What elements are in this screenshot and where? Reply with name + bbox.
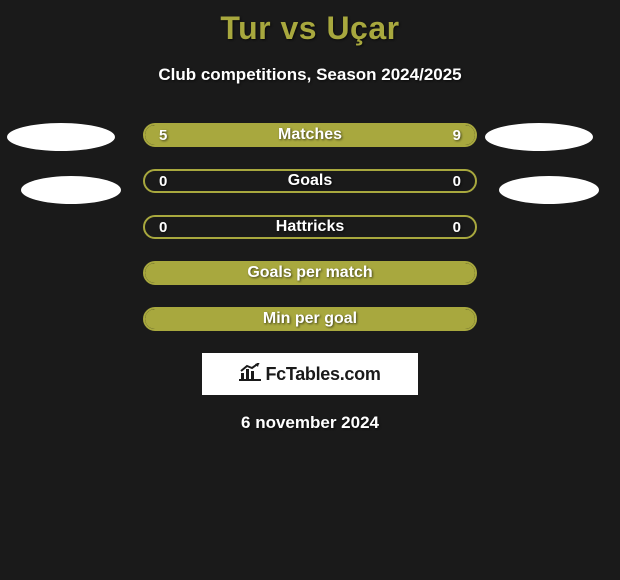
comparison-row: Goals per match: [0, 261, 620, 285]
left-value: 5: [159, 127, 167, 144]
right-value: 0: [453, 173, 461, 190]
chart-icon: [239, 363, 261, 386]
comparison-bar: 0 0 Goals: [143, 169, 477, 193]
logo-text: FcTables.com: [265, 364, 380, 385]
metric-label: Hattricks: [276, 218, 344, 236]
metric-label: Min per goal: [263, 310, 357, 328]
page-title: Tur vs Uçar: [0, 0, 620, 47]
right-value: 9: [453, 127, 461, 144]
left-value: 0: [159, 173, 167, 190]
comparison-row: 5 9 Matches: [0, 123, 620, 147]
metric-label: Goals per match: [247, 264, 372, 282]
comparison-row: 0 0 Goals: [0, 169, 620, 193]
infographic-container: Tur vs Uçar Club competitions, Season 20…: [0, 0, 620, 433]
comparison-rows: 5 9 Matches 0 0 Goals 0 0 Hattricks Goals per mat…: [0, 123, 620, 331]
comparison-bar: Goals per match: [143, 261, 477, 285]
comparison-bar: Min per goal: [143, 307, 477, 331]
comparison-bar: 5 9 Matches: [143, 123, 477, 147]
comparison-row: 0 0 Hattricks: [0, 215, 620, 239]
left-value: 0: [159, 219, 167, 236]
logo-box: FcTables.com: [202, 353, 418, 395]
metric-label: Matches: [278, 126, 342, 144]
right-value: 0: [453, 219, 461, 236]
metric-label: Goals: [288, 172, 332, 190]
subtitle: Club competitions, Season 2024/2025: [0, 65, 620, 85]
date-label: 6 november 2024: [0, 413, 620, 433]
comparison-bar: 0 0 Hattricks: [143, 215, 477, 239]
comparison-row: Min per goal: [0, 307, 620, 331]
